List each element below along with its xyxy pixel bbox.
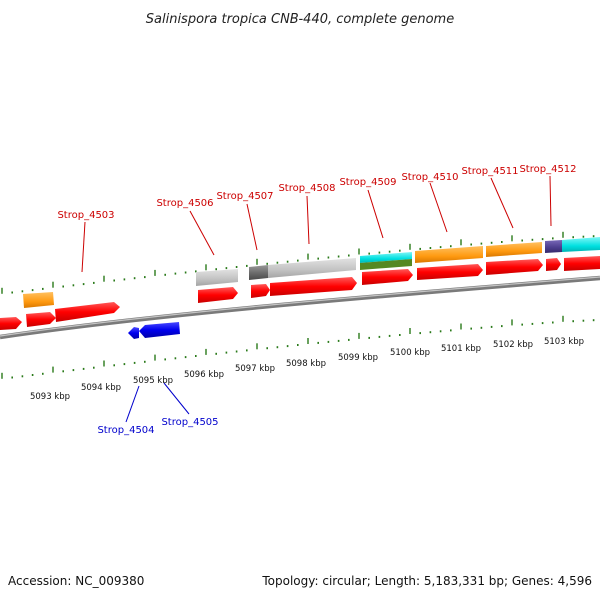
kbp-label: 5099 kbp xyxy=(338,353,378,363)
reverse-strand-genes xyxy=(128,322,180,339)
kbp-label: 5101 kbp xyxy=(441,344,481,354)
gene-label[interactable]: Strop_4511 xyxy=(461,166,518,177)
gene-arrow-forward[interactable] xyxy=(362,269,413,285)
gene-arrow-forward[interactable] xyxy=(417,264,483,280)
feature-box-grey[interactable] xyxy=(268,258,356,278)
feature-box-orange[interactable] xyxy=(23,292,54,308)
kbp-label: 5097 kbp xyxy=(235,364,275,374)
feature-box-orange[interactable] xyxy=(415,246,483,263)
gene-label[interactable]: Strop_4507 xyxy=(216,191,273,202)
topology-text: Topology: circular; Length: 5,183,331 bp… xyxy=(261,574,592,588)
kbp-label: 5100 kbp xyxy=(390,348,430,358)
kbp-label: 5094 kbp xyxy=(81,383,121,393)
genome-backbone xyxy=(0,275,600,340)
gene-arrow-reverse[interactable] xyxy=(139,322,180,338)
kbp-label: 5102 kbp xyxy=(493,340,533,350)
gene-arrow-forward[interactable] xyxy=(564,256,600,271)
inner-tick-ring xyxy=(1,315,595,379)
feature-box-cyan[interactable] xyxy=(360,252,412,263)
gene-label[interactable]: Strop_4509 xyxy=(339,177,396,188)
forward-strand-genes xyxy=(0,256,600,330)
gene-arrow-forward[interactable] xyxy=(55,302,120,322)
gene-label[interactable]: Strop_4510 xyxy=(401,172,458,183)
accession-text: Accession: NC_009380 xyxy=(8,574,144,588)
gene-arrow-forward[interactable] xyxy=(546,258,561,271)
gene-arrow-forward[interactable] xyxy=(486,259,543,275)
kbp-label: 5098 kbp xyxy=(286,359,326,369)
feature-box-cyan[interactable] xyxy=(562,237,600,252)
gene-label[interactable]: Strop_4504 xyxy=(97,425,154,436)
gene-arrow-forward[interactable] xyxy=(198,287,238,303)
gene-label[interactable]: Strop_4503 xyxy=(57,210,114,221)
gene-arrow-forward[interactable] xyxy=(270,277,357,296)
feature-box-purple[interactable] xyxy=(545,240,562,253)
gene-label[interactable]: Strop_4506 xyxy=(156,198,213,209)
bottom-gene-labels: Strop_4504 Strop_4505 xyxy=(97,417,218,436)
genome-backbone-highlight xyxy=(0,276,600,337)
bottom-label-leaders xyxy=(125,382,190,423)
gene-label[interactable]: Strop_4505 xyxy=(161,417,218,428)
kbp-scale-labels: 5093 kbp 5094 kbp 5095 kbp 5096 kbp 5097… xyxy=(30,337,584,402)
outer-tick-ring xyxy=(1,231,595,294)
feature-category-boxes xyxy=(23,237,600,308)
kbp-label: 5093 kbp xyxy=(30,392,70,402)
gene-label[interactable]: Strop_4512 xyxy=(519,164,576,175)
kbp-label: 5103 kbp xyxy=(544,337,584,347)
gene-arrow-forward[interactable] xyxy=(251,284,270,298)
gene-arrow-reverse[interactable] xyxy=(128,327,139,339)
gene-arrow-forward[interactable] xyxy=(0,317,22,330)
feature-box-grey[interactable] xyxy=(196,269,238,286)
feature-box-olive[interactable] xyxy=(360,259,412,270)
feature-box-dark-grey[interactable] xyxy=(249,265,268,280)
kbp-label: 5095 kbp xyxy=(133,376,173,386)
kbp-label: 5096 kbp xyxy=(184,370,224,380)
top-label-leaders xyxy=(81,175,552,273)
gene-label[interactable]: Strop_4508 xyxy=(278,183,335,194)
top-gene-labels: Strop_4503 Strop_4506 Strop_4507 Strop_4… xyxy=(57,164,576,221)
feature-box-orange[interactable] xyxy=(486,242,542,257)
gene-arrow-forward[interactable] xyxy=(26,312,56,327)
map-title: Salinispora tropica CNB-440, complete ge… xyxy=(146,12,454,27)
